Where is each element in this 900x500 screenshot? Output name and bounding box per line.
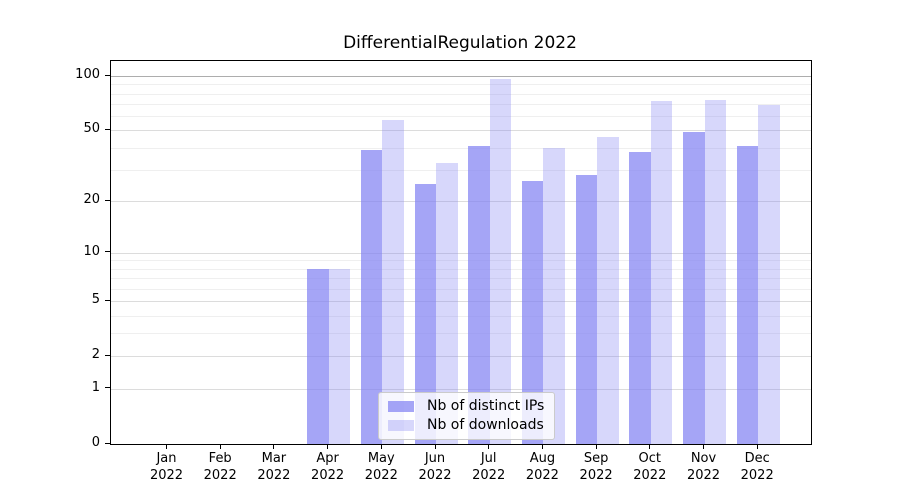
y-tick-label-50: 50 — [83, 121, 100, 137]
y-tick-mark-5 — [105, 299, 110, 301]
x-tick-label-oct: Oct 2022 — [633, 451, 667, 483]
bar-nov-downloads — [704, 99, 726, 444]
gridline-major-2 — [111, 356, 811, 358]
y-tick-mark-0 — [105, 442, 110, 444]
x-tick-mark-nov — [703, 444, 704, 449]
bar-aug-downloads — [543, 147, 565, 444]
gridline-minor-90 — [111, 84, 811, 86]
gridline-minor-60 — [111, 116, 811, 118]
gridline-major-5 — [111, 301, 811, 303]
x-tick-label-mar: Mar 2022 — [257, 451, 291, 483]
legend-swatch-downloads-icon — [388, 419, 414, 431]
plot-area — [110, 60, 812, 445]
x-tick-label-dec: Dec 2022 — [740, 451, 774, 483]
y-tick-label-5: 5 — [91, 292, 100, 308]
x-tick-mark-jun — [434, 444, 436, 449]
y-tick-label-10: 10 — [83, 243, 100, 259]
y-tick-mark-2 — [105, 354, 110, 356]
y-tick-mark-1 — [105, 387, 110, 389]
gridline-minor-70 — [111, 104, 811, 106]
y-tick-mark-10 — [105, 251, 110, 253]
legend-item-downloads: Nb of downloads — [388, 417, 544, 433]
legend: Nb of distinct IPs Nb of downloads — [378, 392, 556, 440]
x-tick-label-sep: Sep 2022 — [579, 451, 613, 483]
x-tick-mark-aug — [541, 444, 543, 449]
gridline-minor-7 — [111, 278, 811, 280]
bar-aug-distinct-ips — [521, 181, 544, 444]
bar-dec-distinct-ips — [736, 145, 759, 444]
gridline-minor-8 — [111, 268, 811, 270]
bar-nov-distinct-ips — [683, 132, 705, 444]
x-tick-mark-sep — [595, 444, 597, 449]
bar-jun-distinct-ips — [414, 184, 436, 444]
x-tick-label-feb: Feb 2022 — [203, 451, 237, 483]
x-tick-label-nov: Nov 2022 — [686, 451, 721, 483]
legend-swatch-distinct-ips-icon — [388, 400, 414, 412]
bar-jun-downloads — [436, 162, 458, 444]
x-tick-mark-may — [380, 444, 382, 449]
bar-may-distinct-ips — [360, 149, 383, 444]
bar-oct-downloads — [650, 100, 673, 444]
gridline-minor-4 — [111, 315, 811, 317]
bar-sep-downloads — [597, 136, 619, 444]
x-tick-mark-feb — [219, 444, 221, 449]
x-tick-mark-mar — [273, 444, 275, 449]
bar-jul-distinct-ips — [468, 145, 490, 444]
y-tick-mark-100 — [105, 74, 110, 76]
legend-label-distinct-ips: Nb of distinct IPs — [427, 398, 545, 414]
bar-oct-distinct-ips — [629, 151, 651, 444]
x-tick-mark-dec — [756, 444, 758, 449]
gridline-major-100 — [111, 76, 811, 77]
x-tick-label-aug: Aug 2022 — [525, 451, 559, 483]
x-tick-mark-jan — [166, 444, 167, 449]
bar-apr-downloads — [328, 268, 351, 444]
bar-may-downloads — [382, 120, 404, 444]
gridline-major-1 — [111, 388, 811, 390]
y-tick-label-100: 100 — [75, 67, 100, 82]
gridline-major-10 — [111, 252, 811, 254]
gridline-major-20 — [111, 201, 811, 203]
x-tick-mark-oct — [649, 444, 651, 449]
x-tick-mark-jul — [488, 444, 490, 449]
bar-jul-downloads — [489, 79, 512, 444]
gridline-minor-40 — [111, 147, 811, 149]
x-tick-label-jan: Jan 2022 — [149, 451, 184, 483]
x-tick-mark-apr — [327, 444, 329, 449]
gridline-minor-9 — [111, 260, 811, 262]
x-tick-label-jul: Jul 2022 — [472, 451, 506, 483]
y-tick-label-1: 1 — [91, 379, 100, 395]
x-tick-label-jun: Jun 2022 — [418, 451, 452, 483]
gridline-minor-30 — [111, 170, 811, 172]
x-tick-label-may: May 2022 — [364, 451, 398, 483]
legend-label-downloads: Nb of downloads — [427, 417, 544, 433]
y-tick-label-20: 20 — [83, 192, 100, 208]
gridline-major-50 — [111, 130, 811, 132]
y-tick-label-0: 0 — [91, 435, 100, 450]
gridline-minor-3 — [111, 333, 811, 335]
legend-item-distinct-ips: Nb of distinct IPs — [388, 398, 544, 414]
gridline-minor-80 — [111, 93, 811, 95]
y-tick-label-2: 2 — [91, 347, 100, 363]
y-tick-mark-50 — [105, 128, 110, 130]
bar-sep-distinct-ips — [575, 175, 598, 444]
bar-apr-distinct-ips — [307, 268, 329, 444]
bar-dec-downloads — [758, 105, 780, 444]
chart-title: DifferentialRegulation 2022 — [343, 33, 577, 53]
y-tick-mark-20 — [105, 199, 110, 201]
x-tick-label-apr: Apr 2022 — [311, 451, 345, 483]
gridline-minor-6 — [111, 288, 811, 290]
